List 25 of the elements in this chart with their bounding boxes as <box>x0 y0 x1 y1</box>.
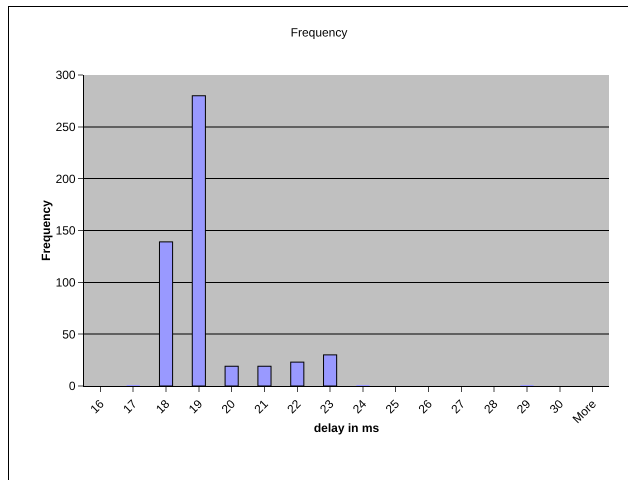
y-tick-label: 150 <box>56 224 76 238</box>
y-tick-label: 200 <box>56 172 76 186</box>
x-tick-label: 22 <box>284 396 304 416</box>
y-tick-label: 250 <box>56 120 76 134</box>
x-tick-label: 28 <box>481 396 501 416</box>
x-tick-label: 23 <box>317 396 337 416</box>
x-tick-label: 30 <box>546 396 566 416</box>
x-tick-label: 29 <box>514 396 534 416</box>
x-tick-label: 24 <box>350 396 370 416</box>
x-tick-label: 16 <box>87 396 107 416</box>
y-tick-label: 0 <box>68 379 76 394</box>
x-tick-label: 17 <box>120 396 140 416</box>
x-tick-label: 27 <box>448 396 468 416</box>
y-tick-label: 50 <box>62 327 76 342</box>
y-tick-label: 300 <box>56 68 76 82</box>
x-tick-label: 19 <box>186 396 206 416</box>
x-tick-label: 18 <box>153 396 173 416</box>
x-tick-label: 20 <box>218 396 238 416</box>
y-tick-label: 100 <box>56 276 76 290</box>
x-tick-label: 21 <box>251 396 272 416</box>
y-axis-title: Frequency <box>39 200 53 261</box>
x-tick-label: 26 <box>416 396 436 416</box>
chart-title: Frequency <box>290 26 348 40</box>
x-tick-label: 25 <box>382 396 402 416</box>
x-axis-title: delay in ms <box>314 421 380 435</box>
